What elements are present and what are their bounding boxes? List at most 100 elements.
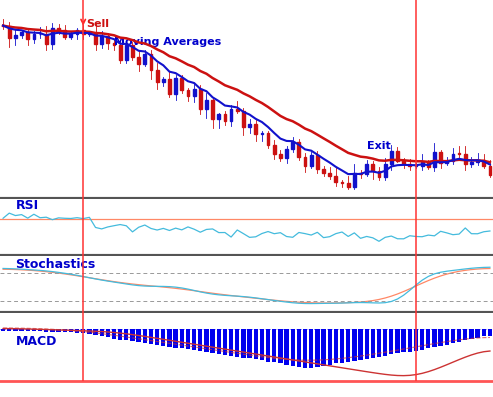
Bar bbox=[371, 164, 374, 171]
Bar bbox=[327, 329, 332, 365]
Bar bbox=[273, 145, 276, 154]
Bar bbox=[100, 329, 104, 336]
Bar bbox=[341, 182, 344, 183]
Bar bbox=[402, 161, 405, 164]
Bar bbox=[205, 100, 208, 109]
Bar bbox=[253, 329, 258, 359]
Bar bbox=[13, 329, 18, 331]
Bar bbox=[358, 329, 363, 360]
Bar bbox=[421, 162, 423, 166]
Bar bbox=[384, 164, 387, 177]
Bar bbox=[156, 70, 159, 82]
Bar bbox=[93, 329, 98, 335]
Bar bbox=[346, 329, 351, 362]
Bar bbox=[179, 329, 184, 348]
Bar bbox=[248, 124, 251, 127]
Text: Stochastics: Stochastics bbox=[15, 258, 96, 271]
Text: Sell: Sell bbox=[86, 19, 109, 29]
Bar bbox=[469, 329, 474, 339]
Bar bbox=[352, 329, 356, 361]
Bar bbox=[155, 329, 159, 345]
Bar bbox=[63, 329, 67, 332]
Bar bbox=[408, 164, 411, 166]
Bar bbox=[390, 151, 393, 164]
Bar bbox=[260, 133, 263, 134]
Bar bbox=[230, 109, 233, 121]
Bar bbox=[242, 111, 245, 127]
Bar bbox=[14, 35, 17, 38]
Bar bbox=[371, 329, 375, 358]
Bar bbox=[457, 329, 461, 341]
Bar bbox=[19, 329, 24, 331]
Bar bbox=[137, 329, 141, 342]
Bar bbox=[223, 329, 227, 355]
Bar bbox=[81, 329, 85, 333]
Bar bbox=[488, 329, 492, 335]
Bar bbox=[310, 155, 313, 166]
Bar bbox=[235, 329, 240, 357]
Bar bbox=[75, 29, 78, 34]
Bar bbox=[395, 329, 400, 353]
Bar bbox=[167, 329, 172, 347]
Bar bbox=[124, 329, 129, 340]
Bar bbox=[420, 329, 424, 350]
Bar bbox=[241, 329, 246, 358]
Bar bbox=[266, 329, 270, 362]
Bar bbox=[378, 171, 381, 177]
Bar bbox=[204, 329, 209, 352]
Bar bbox=[131, 45, 134, 58]
Bar bbox=[20, 32, 23, 35]
Bar bbox=[174, 78, 177, 94]
Bar bbox=[118, 329, 122, 339]
Bar bbox=[334, 176, 337, 182]
Bar bbox=[328, 173, 331, 176]
Bar bbox=[304, 157, 307, 166]
Bar bbox=[389, 329, 393, 354]
Bar bbox=[112, 329, 116, 339]
Bar bbox=[168, 79, 171, 94]
Bar bbox=[87, 329, 92, 334]
Bar bbox=[464, 154, 467, 164]
Bar bbox=[143, 54, 146, 64]
Bar bbox=[445, 161, 448, 163]
Bar bbox=[186, 91, 189, 96]
Bar bbox=[50, 329, 55, 331]
Bar bbox=[291, 142, 294, 149]
Bar bbox=[377, 329, 381, 357]
Bar bbox=[130, 329, 135, 341]
Bar bbox=[112, 42, 115, 46]
Bar bbox=[142, 329, 147, 343]
Bar bbox=[254, 124, 257, 134]
Bar bbox=[247, 329, 252, 358]
Bar bbox=[458, 153, 460, 154]
Bar bbox=[100, 37, 103, 44]
Bar bbox=[452, 154, 455, 161]
Bar bbox=[44, 329, 48, 331]
Text: MACD: MACD bbox=[15, 335, 57, 348]
Bar bbox=[26, 32, 29, 39]
Bar bbox=[45, 34, 48, 44]
Bar bbox=[186, 329, 190, 349]
Bar bbox=[476, 160, 479, 162]
Bar bbox=[193, 89, 196, 96]
Bar bbox=[334, 329, 338, 363]
Bar bbox=[365, 164, 368, 174]
Bar bbox=[106, 329, 110, 337]
Bar bbox=[279, 154, 282, 158]
Bar bbox=[260, 329, 264, 360]
Bar bbox=[284, 329, 289, 364]
Bar bbox=[63, 30, 66, 37]
Bar bbox=[7, 329, 11, 331]
Bar bbox=[396, 151, 399, 161]
Bar bbox=[427, 162, 430, 167]
Bar bbox=[162, 79, 165, 82]
Bar bbox=[149, 329, 153, 344]
Bar bbox=[70, 34, 72, 37]
Bar bbox=[88, 33, 91, 34]
Bar bbox=[26, 329, 30, 331]
Bar bbox=[439, 152, 442, 163]
Bar bbox=[297, 329, 301, 367]
Bar bbox=[433, 152, 436, 167]
Bar bbox=[94, 34, 97, 44]
Bar bbox=[82, 29, 85, 34]
